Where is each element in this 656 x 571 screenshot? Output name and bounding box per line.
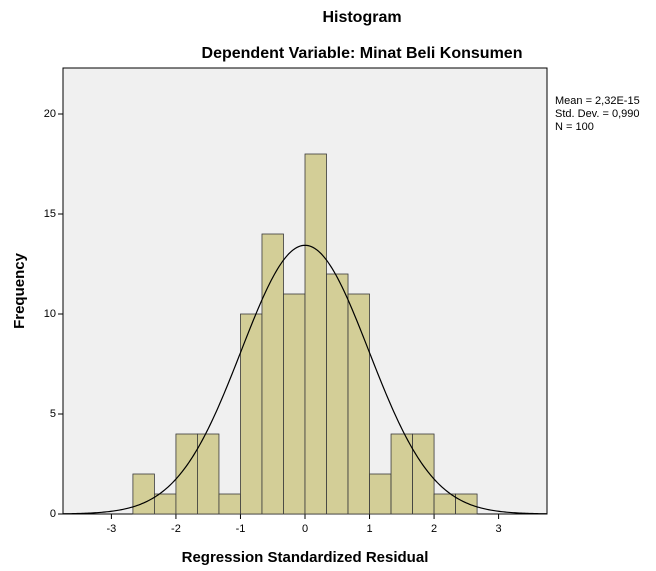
y-tick-label: 10 bbox=[44, 308, 56, 320]
bar bbox=[326, 273, 349, 515]
bar bbox=[197, 433, 220, 515]
y-tick-label: 5 bbox=[50, 408, 56, 420]
bar bbox=[218, 493, 241, 515]
bar bbox=[175, 433, 198, 515]
bar bbox=[455, 493, 478, 515]
bar bbox=[304, 153, 327, 515]
bar bbox=[154, 493, 177, 515]
x-axis-label: Regression Standardized Residual bbox=[182, 549, 429, 566]
y-tick-label: 15 bbox=[44, 208, 56, 220]
bar bbox=[132, 473, 155, 515]
x-tick-label: -1 bbox=[236, 523, 246, 535]
bar bbox=[433, 493, 456, 515]
y-axis-label: Frequency bbox=[11, 252, 28, 329]
normal-curve bbox=[62, 244, 548, 515]
x-tick-label: 1 bbox=[366, 523, 372, 535]
bar bbox=[347, 293, 370, 515]
bar bbox=[261, 233, 284, 515]
x-tick-label: 0 bbox=[302, 523, 308, 535]
x-tick-label: 3 bbox=[496, 523, 502, 535]
bar bbox=[390, 433, 413, 515]
x-tick-label: 2 bbox=[431, 523, 437, 535]
x-tick-label: -3 bbox=[107, 523, 117, 535]
stat-n: N = 100 bbox=[555, 121, 594, 133]
chart-title: Histogram bbox=[322, 9, 401, 26]
bar bbox=[412, 433, 435, 515]
x-tick-label: -2 bbox=[171, 523, 181, 535]
stat-mean: Mean = 2,32E-15 bbox=[555, 95, 640, 107]
chart-subtitle: Dependent Variable: Minat Beli Konsumen bbox=[202, 45, 523, 62]
bar bbox=[283, 293, 306, 515]
bar bbox=[369, 473, 392, 515]
stat-sd: Std. Dev. = 0,990 bbox=[555, 108, 640, 120]
y-tick-label: 0 bbox=[50, 508, 56, 520]
y-tick-label: 20 bbox=[44, 108, 56, 120]
